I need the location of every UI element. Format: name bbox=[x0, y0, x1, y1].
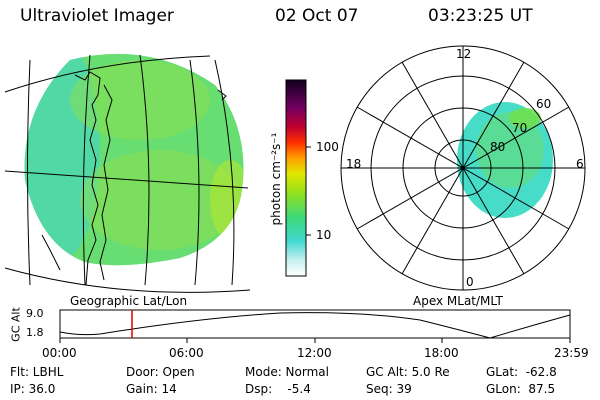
mlt-label-0: 0 bbox=[466, 275, 474, 289]
altitude-curve bbox=[59, 312, 571, 339]
info-ip: IP: 36.0 bbox=[10, 382, 56, 396]
info-dsp: Dsp: -5.4 bbox=[245, 382, 311, 396]
xtick-2359: 23:59 bbox=[554, 346, 589, 360]
colorbar-tick-100: 100 bbox=[316, 140, 339, 154]
mlat-label-70: 70 bbox=[512, 121, 528, 135]
xtick-0600: 06:00 bbox=[169, 346, 204, 360]
mlat-label-60: 60 bbox=[536, 97, 552, 111]
mlt-label-12: 12 bbox=[456, 47, 472, 61]
info-glon: GLon: 87.5 bbox=[486, 382, 556, 396]
geo-lat-arc bbox=[4, 55, 211, 93]
altitude-ytick-9: 9.0 bbox=[26, 307, 44, 320]
instrument-title: Ultraviolet Imager bbox=[20, 6, 174, 26]
coastline bbox=[41, 71, 227, 286]
mlat-label-80: 80 bbox=[490, 140, 506, 154]
info-mode: Mode: Normal bbox=[245, 365, 329, 379]
geo-lon-line bbox=[27, 59, 31, 286]
altitude-ylabel: GC Alt bbox=[9, 307, 23, 342]
geo-lon-line bbox=[189, 59, 200, 286]
mlt-label-18: 18 bbox=[346, 157, 362, 171]
colorbar-unit-label: photon cm⁻²s⁻¹ bbox=[269, 132, 283, 226]
xtick-1800: 18:00 bbox=[424, 346, 459, 360]
geographic-image bbox=[4, 53, 251, 293]
colorbar-tick-10: 10 bbox=[316, 228, 332, 242]
colorbar bbox=[285, 79, 311, 277]
polar-caption: Apex MLat/MLT bbox=[413, 294, 503, 308]
altitude-plot bbox=[59, 309, 571, 343]
polar-plot bbox=[340, 45, 586, 291]
geographic-caption: Geographic Lat/Lon bbox=[70, 294, 188, 308]
xtick-0000: 00:00 bbox=[42, 346, 77, 360]
geo-lon-line bbox=[82, 54, 91, 286]
info-seq: Seq: 39 bbox=[366, 382, 412, 396]
mlt-label-6: 6 bbox=[576, 157, 584, 171]
altitude-ytick-1-8: 1.8 bbox=[26, 326, 44, 339]
info-door: Door: Open bbox=[126, 365, 195, 379]
geo-lat-arc bbox=[4, 267, 251, 293]
info-filter: Flt: LBHL bbox=[10, 365, 64, 379]
geo-lat-line bbox=[4, 170, 249, 189]
xtick-1200: 12:00 bbox=[297, 346, 332, 360]
date-label: 02 Oct 07 bbox=[275, 6, 359, 26]
geo-lon-line bbox=[214, 59, 235, 286]
info-gc-alt: GC Alt: 5.0 Re bbox=[366, 365, 450, 379]
info-gain: Gain: 14 bbox=[126, 382, 177, 396]
info-glat: GLat: -62.8 bbox=[486, 365, 557, 379]
time-label: 03:23:25 UT bbox=[428, 6, 533, 26]
geo-lon-line bbox=[139, 54, 150, 286]
